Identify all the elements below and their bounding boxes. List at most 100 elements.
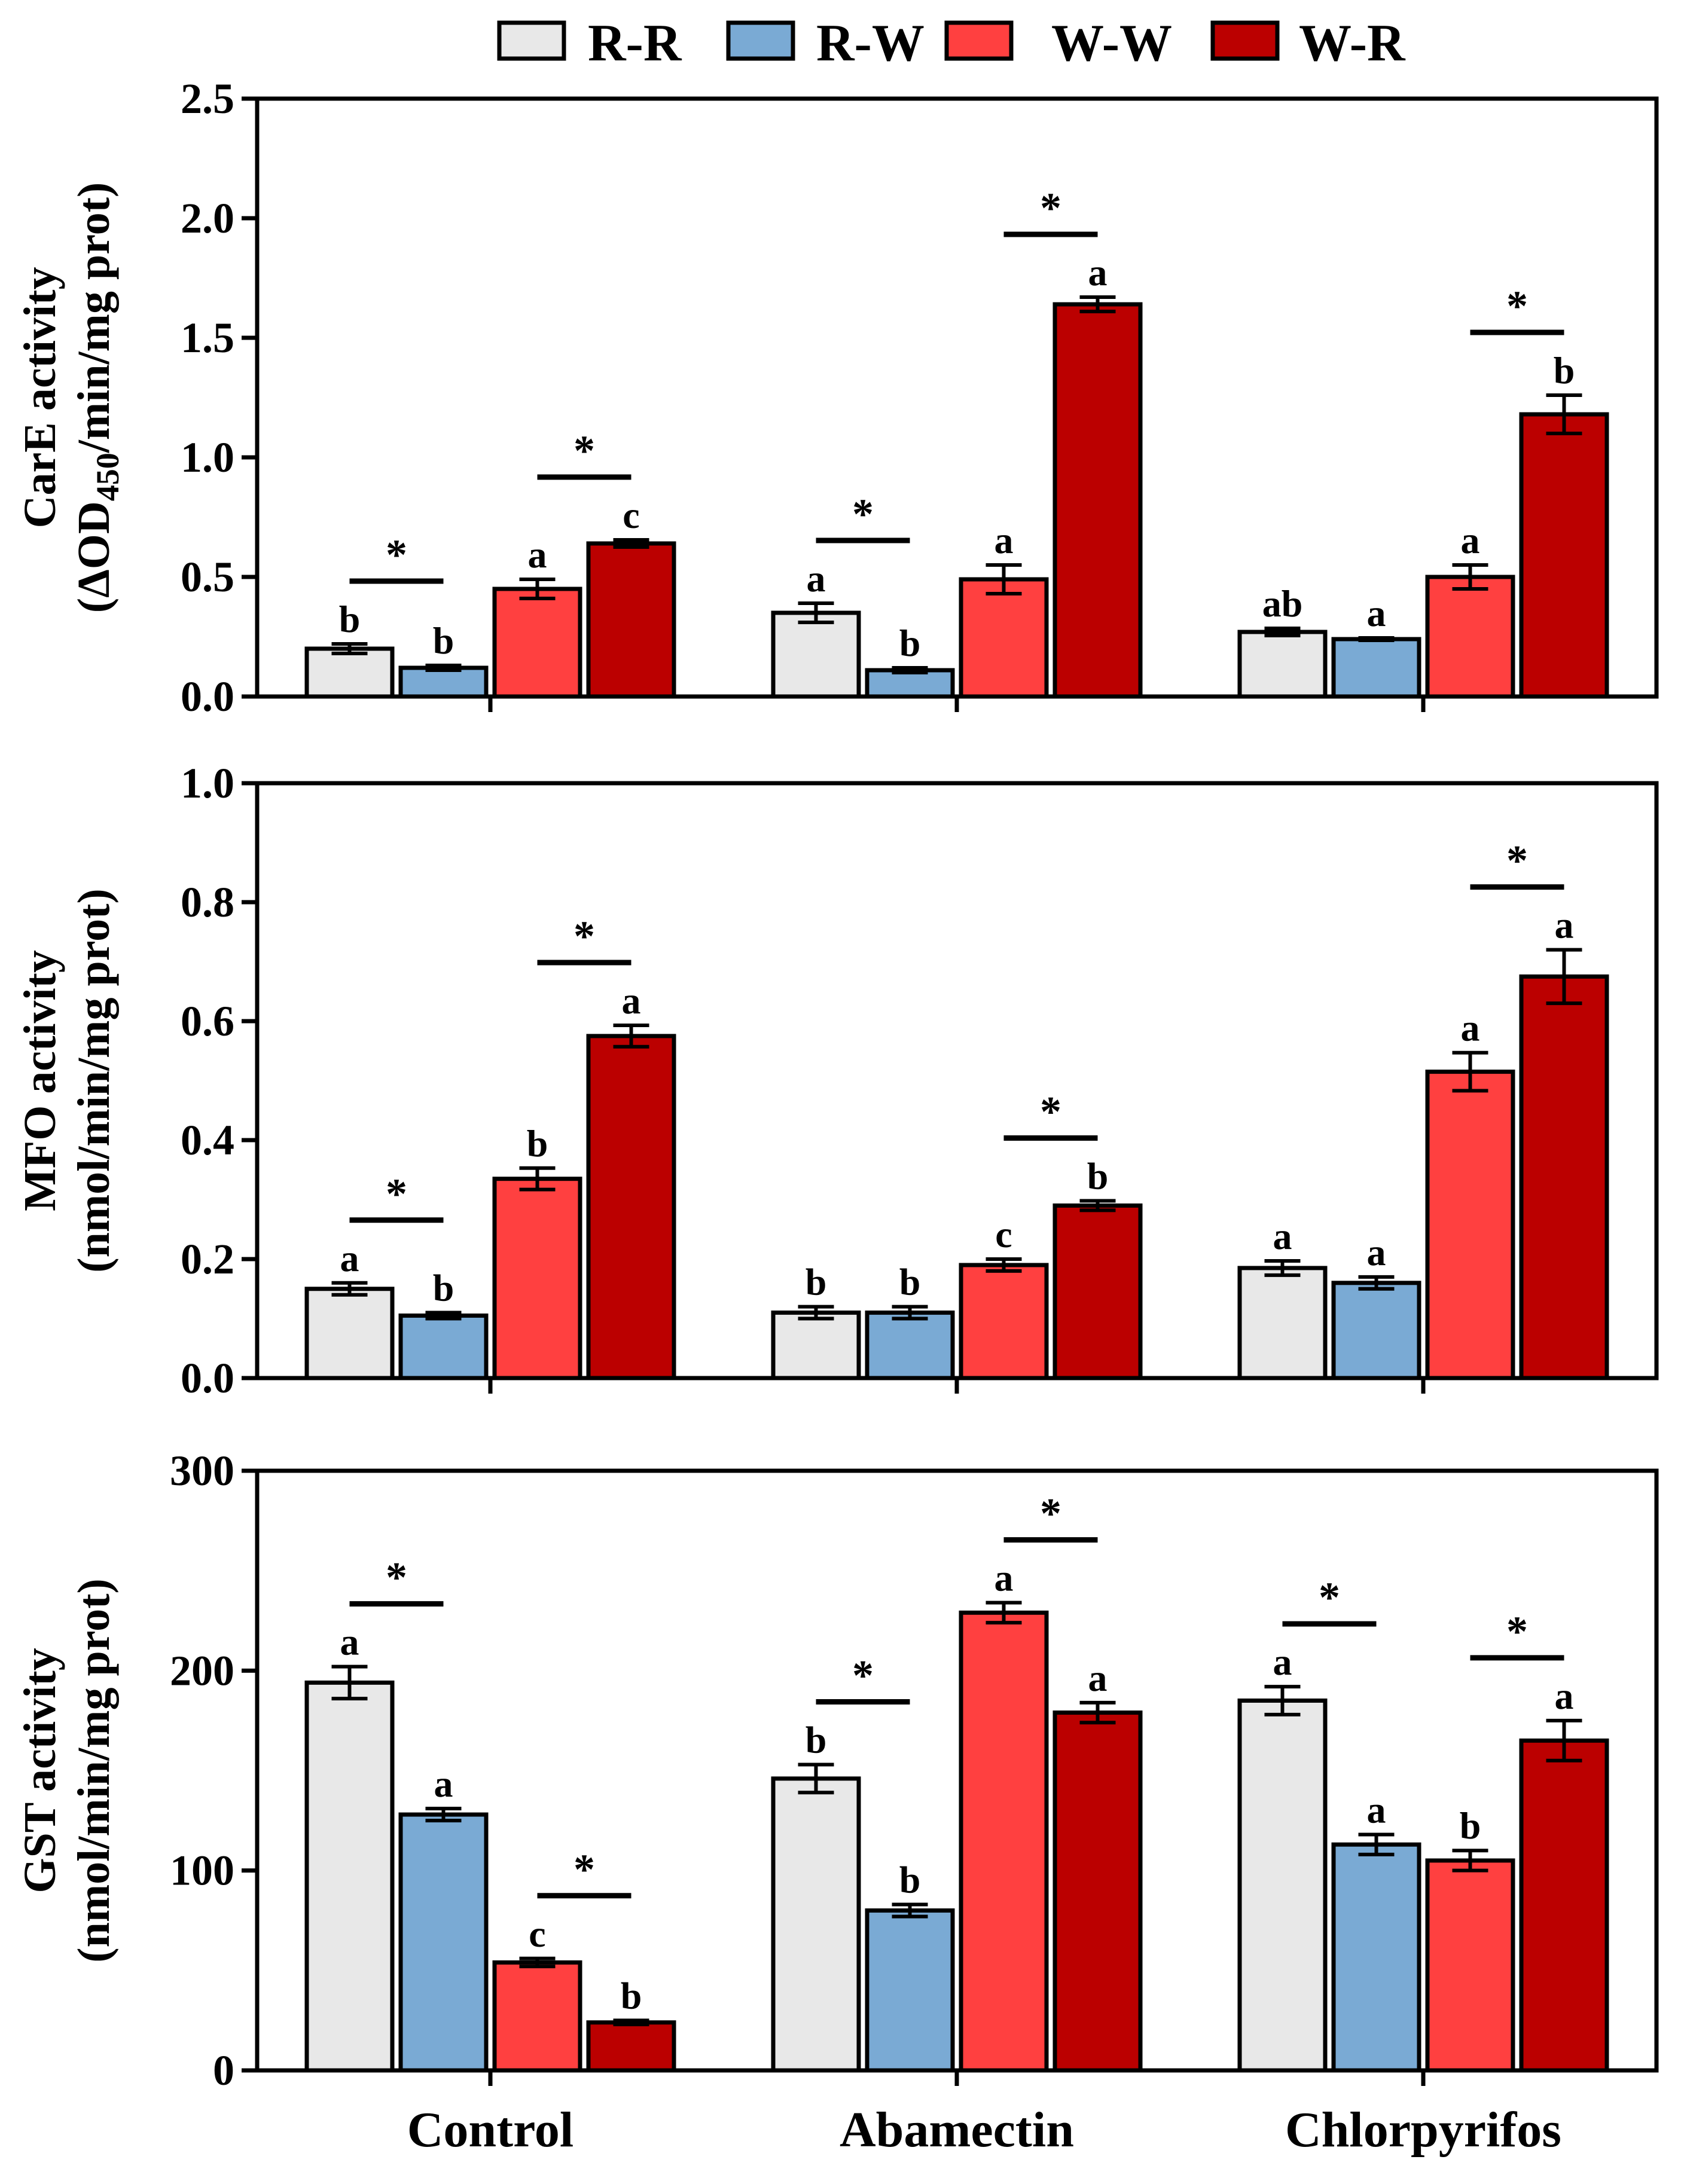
- bar: [865, 1311, 955, 1380]
- legend-swatch: [944, 20, 1014, 61]
- y-axis-label-line: MFO activity: [15, 950, 65, 1211]
- legend-item-r-r: R-R: [497, 14, 682, 72]
- significance-letter: a: [1367, 592, 1386, 634]
- y-tick-label: 2.0: [181, 194, 234, 242]
- significance-marker: *: [1003, 1088, 1098, 1141]
- error-bar: [519, 578, 556, 600]
- significance-letter: a: [622, 979, 641, 1022]
- significance-star: *: [386, 1554, 407, 1602]
- significance-letter: b: [899, 1261, 921, 1303]
- bar: [1237, 1266, 1328, 1380]
- legend-swatch: [1210, 20, 1280, 61]
- significance-letter: b: [806, 1261, 827, 1303]
- legend-item-w-r: W-R: [1210, 14, 1406, 72]
- significance-star: *: [1319, 1574, 1340, 1621]
- error-bar: [892, 1902, 928, 1919]
- legend: R-R R-W W-W W-R: [497, 14, 1406, 72]
- significance-letter: a: [1367, 1231, 1386, 1273]
- x-axis: [488, 1378, 1426, 1394]
- y-tick-label: 0.5: [181, 553, 234, 601]
- error-bar: [519, 1166, 556, 1192]
- error-bar: [1264, 1685, 1301, 1716]
- significance-letter: a: [1461, 519, 1480, 561]
- error-bar: [1452, 563, 1488, 591]
- significance-star: *: [852, 1651, 874, 1699]
- y-tick-label: 0.4: [181, 1116, 234, 1164]
- y-tick-label: 0.8: [181, 878, 234, 926]
- significance-markers: * * * *: [349, 837, 1564, 1223]
- significance-marker: *: [1003, 1490, 1098, 1543]
- bar: [492, 1177, 582, 1380]
- error-bar: [331, 1664, 368, 1701]
- x-axis: [488, 2070, 1426, 2086]
- bar: [1425, 1070, 1515, 1380]
- significance-star: *: [573, 912, 595, 960]
- panel-2: a b a b b a b c a a b a * * * * 0.0 0.2 0.4 0.6 0.8 1.0 MFO ac…: [15, 759, 1659, 1402]
- bar: [1237, 630, 1328, 699]
- error-bar: [613, 2018, 649, 2027]
- significance-letter: a: [434, 1763, 453, 1805]
- error-bar: [613, 538, 649, 549]
- error-bar: [798, 601, 834, 624]
- significance-letter: b: [1087, 1154, 1109, 1197]
- error-bar: [1546, 393, 1582, 435]
- significance-letter: a: [528, 533, 547, 576]
- y-tick-label: 1.0: [181, 759, 234, 807]
- bar: [1519, 974, 1609, 1380]
- bar: [398, 1314, 489, 1380]
- error-bar: [1546, 948, 1582, 1006]
- bars: a b a b b a b c a a b a: [304, 904, 1609, 1380]
- significance-letter: a: [807, 557, 826, 600]
- significance-letter: a: [1555, 904, 1574, 946]
- significance-marker: *: [1003, 184, 1098, 237]
- significance-star: *: [386, 531, 407, 579]
- significance-letter: b: [339, 598, 361, 640]
- significance-letter: b: [621, 1974, 642, 2017]
- error-bar: [519, 1956, 556, 1969]
- category-label: Control: [407, 2102, 573, 2158]
- significance-marker: *: [816, 490, 910, 543]
- significance-letter: b: [899, 1859, 921, 1901]
- legend-item-r-w: R-W: [726, 14, 925, 72]
- legend-swatch: [726, 20, 795, 61]
- bar: [1331, 1842, 1421, 2073]
- y-axis-label: MFO activity (nmol/min/mg prot): [15, 888, 119, 1272]
- significance-letter: a: [1273, 1215, 1292, 1257]
- error-bar: [1358, 636, 1395, 642]
- significance-letter: b: [527, 1122, 548, 1165]
- bar: [304, 1287, 395, 1380]
- bar: [586, 2020, 676, 2073]
- legend-label: R-R: [588, 14, 682, 72]
- error-bar: [1264, 627, 1301, 637]
- significance-letter: c: [529, 1913, 545, 1955]
- bar: [1331, 1281, 1421, 1380]
- significance-letter: a: [1367, 1788, 1386, 1831]
- y-axis: 0.0 0.5 1.0 1.5 2.0 2.5: [181, 75, 257, 720]
- y-axis: 0.0 0.2 0.4 0.6 0.8 1.0: [181, 759, 257, 1402]
- y-tick-label: 1.0: [181, 433, 234, 481]
- bar: [771, 1776, 861, 2073]
- significance-marker: *: [1282, 1574, 1377, 1627]
- y-tick-label: 0.2: [181, 1235, 234, 1283]
- error-bar: [1079, 1700, 1116, 1725]
- significance-letter: a: [340, 1621, 359, 1663]
- bar: [1425, 1858, 1515, 2073]
- bar: [771, 1311, 861, 1380]
- error-bar: [1079, 1199, 1116, 1212]
- error-bar: [1452, 1849, 1488, 1873]
- error-bar: [986, 1600, 1022, 1625]
- significance-star: *: [852, 490, 874, 538]
- y-axis: 0 100 200 300: [170, 1447, 257, 2094]
- y-axis-label-line: (nmol/min/mg prot): [69, 888, 119, 1272]
- bar: [1331, 637, 1421, 699]
- bar: [959, 1610, 1049, 2073]
- significance-letter: b: [1554, 349, 1575, 392]
- bar: [959, 1263, 1049, 1380]
- significance-marker: *: [816, 1651, 910, 1705]
- bar: [1237, 1698, 1328, 2073]
- significance-letter: a: [994, 519, 1014, 561]
- bar: [959, 577, 1049, 699]
- significance-marker: *: [1470, 282, 1564, 335]
